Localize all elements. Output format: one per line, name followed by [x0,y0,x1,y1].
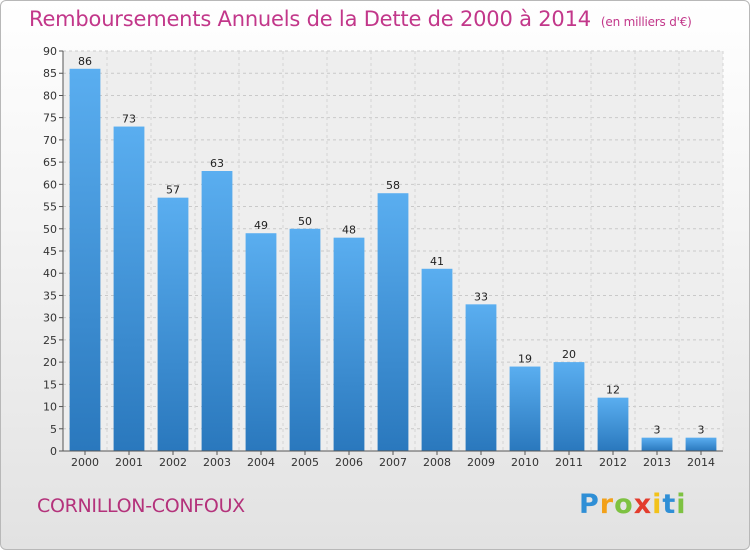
data-label: 50 [298,215,312,228]
x-tick-label: 2008 [423,456,451,469]
data-label: 63 [210,157,224,170]
bar [157,197,189,451]
bar [201,171,233,451]
data-label: 86 [78,55,92,68]
data-label: 41 [430,255,444,268]
y-tick-label: 85 [43,67,57,80]
bar [69,68,101,452]
logo-letter: x [633,489,653,520]
y-tick-label: 10 [43,401,57,414]
y-tick-label: 30 [43,312,57,325]
data-label: 3 [698,424,705,437]
bar [597,397,629,451]
data-label: 3 [654,424,661,437]
logo-letter: P [579,489,600,520]
y-tick-label: 25 [43,334,57,347]
x-tick-label: 2011 [555,456,583,469]
y-tick-label: 35 [43,289,57,302]
x-tick-label: 2004 [247,456,275,469]
data-label: 19 [518,353,532,366]
y-tick-label: 0 [50,445,57,458]
proxiti-logo: Proxiti [579,489,687,520]
data-label: 33 [474,290,488,303]
logo-letter: i [676,489,687,520]
bar [509,366,541,451]
x-tick-label: 2003 [203,456,231,469]
x-tick-label: 2001 [115,456,143,469]
data-label: 48 [342,224,356,237]
commune-name: CORNILLON-CONFOUX [37,495,245,517]
y-tick-label: 70 [43,134,57,147]
x-tick-label: 2010 [511,456,539,469]
y-tick-label: 55 [43,201,57,214]
x-tick-label: 2000 [71,456,99,469]
data-label: 73 [122,113,136,126]
bar [553,362,585,451]
bar [377,193,409,451]
y-tick-label: 75 [43,112,57,125]
y-tick-label: 20 [43,356,57,369]
y-tick-label: 80 [43,89,57,102]
y-tick-label: 5 [50,423,57,436]
y-tick-label: 15 [43,378,57,391]
x-tick-label: 2006 [335,456,363,469]
logo-letter: r [599,489,615,520]
bar [245,233,277,451]
x-tick-label: 2002 [159,456,187,469]
bar [641,437,673,451]
x-tick-label: 2012 [599,456,627,469]
bar [421,268,453,451]
x-tick-label: 2013 [643,456,671,469]
data-label: 12 [606,384,620,397]
y-tick-label: 65 [43,156,57,169]
logo-letter: t [662,489,677,520]
y-tick-label: 45 [43,245,57,258]
y-tick-label: 60 [43,178,57,191]
x-tick-label: 2009 [467,456,495,469]
bar [113,126,145,452]
y-tick-label: 50 [43,223,57,236]
logo-letter: i [652,489,663,520]
logo-letter: o [614,489,634,520]
data-label: 20 [562,348,576,361]
x-tick-label: 2014 [687,456,715,469]
bar [465,304,497,451]
unit-label: (en milliers d'€) [600,15,692,29]
chart-title: Remboursements Annuels de la Dette de 20… [29,7,692,31]
title-text: Remboursements Annuels de la Dette de 20… [29,7,591,31]
bar [685,437,717,451]
y-tick-label: 40 [43,267,57,280]
x-tick-label: 2007 [379,456,407,469]
bar [333,237,365,451]
x-tick-label: 2005 [291,456,319,469]
data-label: 57 [166,184,180,197]
bar [289,228,321,451]
data-label: 58 [386,179,400,192]
y-tick-label: 90 [43,45,57,58]
data-label: 49 [254,219,268,232]
